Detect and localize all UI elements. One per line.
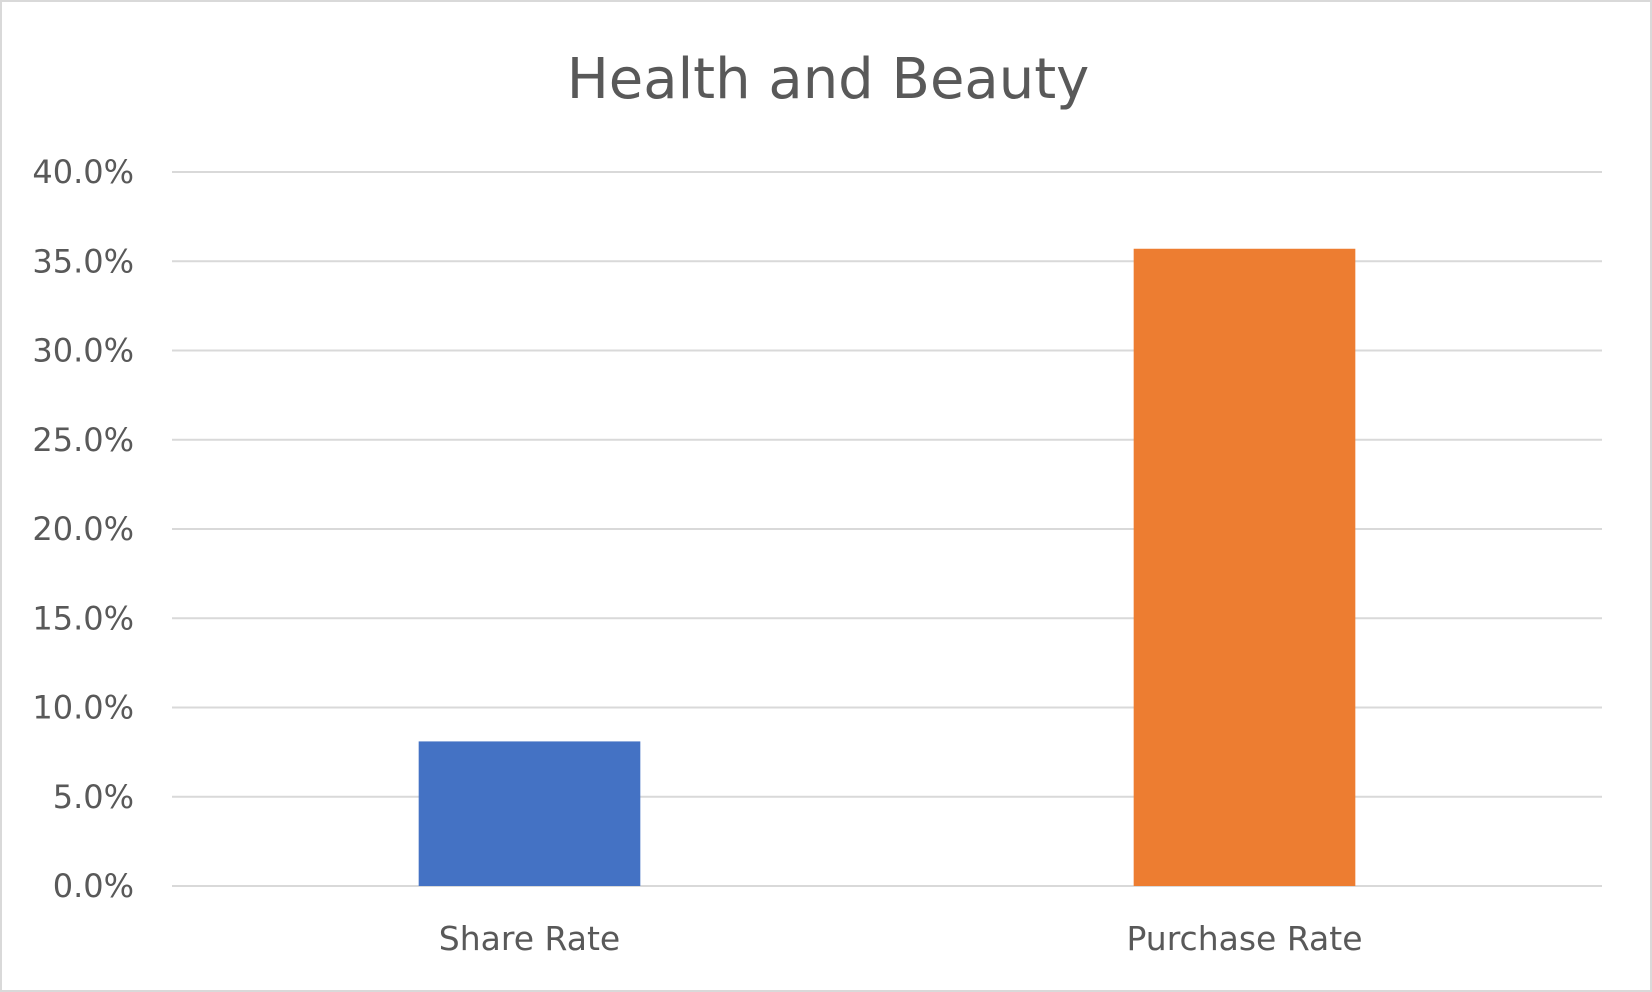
bar-purchase-rate (1133, 248, 1356, 886)
y-tick-label: 35.0% (32, 242, 134, 280)
chart-title: Health and Beauty (567, 47, 1090, 112)
bars (418, 248, 1356, 886)
y-tick-label: 0.0% (53, 867, 134, 905)
x-category-label: Share Rate (439, 919, 620, 958)
x-category-label: Purchase Rate (1126, 919, 1362, 958)
y-tick-label: 25.0% (32, 421, 134, 459)
y-tick-label: 30.0% (32, 332, 134, 370)
y-tick-label: 40.0% (32, 153, 134, 191)
y-axis-tick-labels: 0.0% 5.0% 10.0% 15.0% 20.0% 25.0% 30.0% 35.0% 40… (32, 153, 134, 905)
bar-share-rate (418, 741, 641, 886)
x-axis-category-labels: Share Rate Purchase Rate (439, 919, 1363, 958)
y-tick-label: 20.0% (32, 510, 134, 548)
y-tick-label: 5.0% (53, 778, 134, 816)
y-tick-label: 15.0% (32, 599, 134, 637)
gridlines (172, 171, 1602, 887)
y-tick-label: 10.0% (32, 689, 134, 727)
